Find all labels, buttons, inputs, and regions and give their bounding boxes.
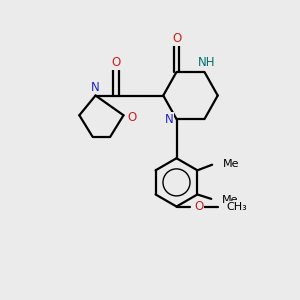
Text: N: N (91, 81, 100, 94)
Text: Me: Me (222, 195, 238, 205)
Text: Me: Me (222, 159, 239, 169)
Text: N: N (165, 112, 173, 126)
Text: O: O (112, 56, 121, 69)
Text: NH: NH (198, 56, 216, 69)
Text: O: O (172, 32, 181, 46)
Text: O: O (194, 200, 204, 213)
Text: O: O (128, 111, 137, 124)
Text: CH₃: CH₃ (226, 202, 247, 212)
